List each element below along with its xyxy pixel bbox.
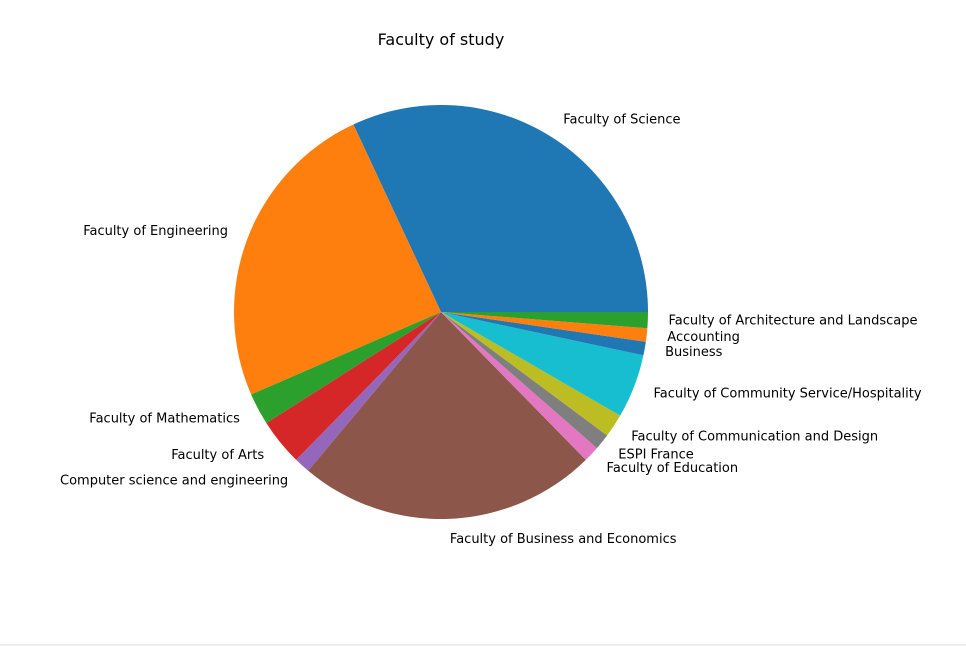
pie-slice-espi-france	[441, 312, 608, 449]
pie-label-espi-france: ESPI France	[618, 447, 694, 462]
pie-slice-business	[441, 312, 646, 356]
pie-slice-faculty-of-science	[353, 104, 648, 312]
pie-slice-faculty-of-mathematics	[251, 312, 441, 424]
pie-label-faculty-of-community-service-hospitality: Faculty of Community Service/Hospitality	[653, 386, 921, 401]
pie-label-faculty-of-education: Faculty of Education	[607, 461, 739, 476]
pie-label-faculty-of-business-and-economics: Faculty of Business and Economics	[450, 532, 677, 547]
pie-label-business: Business	[665, 345, 723, 360]
pie-slices	[234, 104, 648, 519]
pie-label-faculty-of-science: Faculty of Science	[563, 112, 680, 127]
pie-label-faculty-of-architecture-and-landscape: Faculty of Architecture and Landscape	[669, 313, 918, 328]
pie-label-faculty-of-mathematics: Faculty of Mathematics	[89, 411, 240, 426]
pie-labels: Faculty of Science Faculty of Engineering…	[60, 112, 922, 547]
pie-label-faculty-of-arts: Faculty of Arts	[171, 448, 264, 463]
pie-slice-faculty-of-arts	[266, 312, 441, 460]
pie-slice-faculty-of-business-and-economics	[308, 312, 586, 519]
pie-label-faculty-of-communication-and-design: Faculty of Communication and Design	[631, 430, 878, 445]
pie-slice-accounting	[441, 312, 648, 342]
pie-slice-faculty-of-education	[441, 312, 597, 460]
pie-label-computer-science-and-engineering: Computer science and engineering	[60, 473, 288, 488]
pie-label-faculty-of-engineering: Faculty of Engineering	[83, 224, 228, 239]
pie-slice-faculty-of-community-service-hospitality	[441, 312, 644, 416]
pie-label-accounting: Accounting	[667, 330, 740, 345]
pie-slice-faculty-of-architecture-and-landscape	[441, 312, 648, 329]
chart-title: Faculty of study	[378, 30, 505, 49]
bottom-divider	[0, 644, 966, 646]
pie-slice-faculty-of-communication-and-design	[441, 312, 621, 436]
pie-slice-computer-science-and-engineering	[296, 312, 441, 471]
pie-slice-faculty-of-engineering	[234, 124, 441, 395]
